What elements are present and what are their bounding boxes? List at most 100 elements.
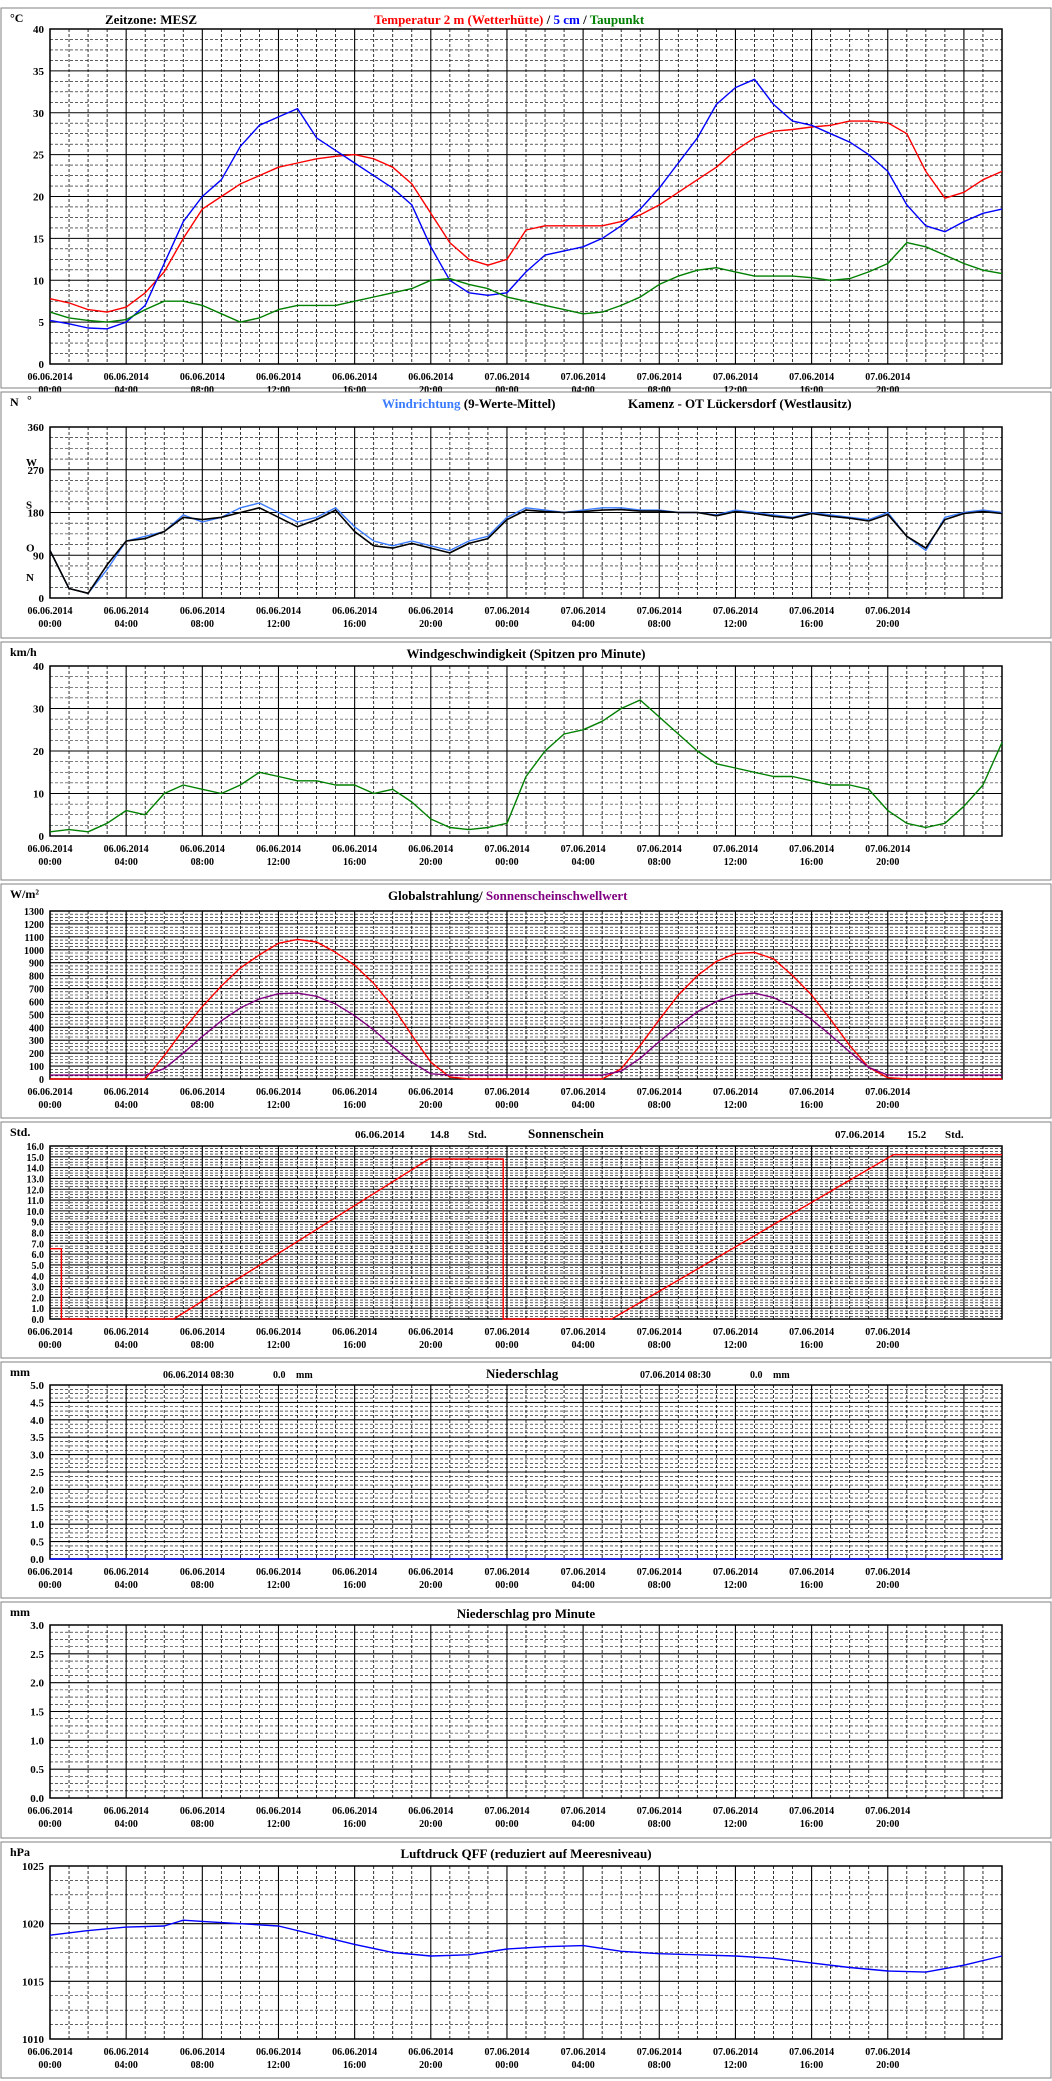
y-tick-label: 15.0 <box>27 1153 45 1164</box>
x-tick-time: 08:00 <box>191 1100 214 1111</box>
y-tick-label: 14.0 <box>27 1164 45 1175</box>
x-tick-date: 07.06.2014 <box>789 372 834 383</box>
x-tick-time: 00:00 <box>495 1580 518 1591</box>
x-tick-time: 00:00 <box>38 1819 61 1830</box>
y-tick-label: 600 <box>29 997 44 1008</box>
x-tick-date: 06.06.2014 <box>332 2047 377 2058</box>
y-tick-label: 7.0 <box>32 1239 45 1250</box>
x-tick-time: 20:00 <box>419 385 442 396</box>
unit-label: °C <box>10 11 23 25</box>
x-tick-time: 00:00 <box>495 857 518 868</box>
station-name: Kamenz - OT Lückersdorf (Westlausitz) <box>628 396 852 411</box>
y-tick-label: 4.5 <box>30 1397 44 1409</box>
y-tick-label: 1200 <box>24 920 44 931</box>
x-tick-time: 20:00 <box>419 1580 442 1591</box>
x-tick-time: 16:00 <box>800 1819 823 1830</box>
x-tick-date: 06.06.2014 <box>408 1087 453 1098</box>
x-tick-time: 04:00 <box>114 619 137 630</box>
y-tick-label: 1020 <box>22 1919 45 1931</box>
y-tick-label: 0.0 <box>30 1554 44 1566</box>
y-tick-label: 8.0 <box>32 1229 45 1240</box>
x-tick-date: 07.06.2014 <box>561 1087 606 1098</box>
x-tick-date: 06.06.2014 <box>104 1567 149 1578</box>
y-tick-label: 180 <box>28 508 45 520</box>
x-tick-date: 07.06.2014 <box>561 372 606 383</box>
grid <box>49 910 1003 1080</box>
chart-panel-temperature: 0 5 10 15 20 25 30 35 40 06.06.2014 00:00 06.06.201… <box>0 7 1052 396</box>
x-tick-date: 06.06.2014 <box>408 844 453 855</box>
y-tick-label: 40 <box>33 661 45 673</box>
series-line-wind-direction-1 <box>49 506 1003 595</box>
grid <box>49 1384 1003 1560</box>
y-tick-label: 0.5 <box>30 1764 44 1776</box>
x-tick-time: 08:00 <box>191 857 214 868</box>
x-tick-date: 07.06.2014 <box>789 844 834 855</box>
x-tick-time: 08:00 <box>648 2060 671 2071</box>
y-tick-label: 1000 <box>24 946 44 957</box>
unit-label: mm <box>10 1605 30 1619</box>
x-tick-time: 04:00 <box>571 1819 594 1830</box>
chart-title: Windrichtung (9-Werte-Mittel) <box>382 396 555 411</box>
x-tick-time: 12:00 <box>267 2060 290 2071</box>
x-tick-date: 07.06.2014 <box>637 1327 682 1338</box>
x-tick-time: 12:00 <box>267 619 290 630</box>
grid <box>49 1145 1003 1320</box>
series-line-temperature-1 <box>49 78 1003 330</box>
y-tick-label: 900 <box>29 959 44 970</box>
summary-date-1: 06.06.2014 08:30 <box>163 1370 234 1381</box>
y-tick-label: 10 <box>33 789 45 801</box>
y-tick-label: 25 <box>33 150 45 162</box>
x-tick-time: 16:00 <box>343 1100 366 1111</box>
y-tick-label: 1.0 <box>30 1519 44 1531</box>
x-tick-time: 12:00 <box>267 1340 290 1351</box>
chart-title: Luftdruck QFF (reduziert auf Meeresnivea… <box>400 1846 651 1861</box>
y-tick-label: 300 <box>29 1036 44 1047</box>
x-tick-date: 07.06.2014 <box>561 606 606 617</box>
x-tick-time: 04:00 <box>114 2060 137 2071</box>
x-tick-date: 07.06.2014 <box>865 844 910 855</box>
x-tick-time: 04:00 <box>114 1580 137 1591</box>
y-tick-label: 1010 <box>22 2034 45 2046</box>
y-tick-label: 400 <box>29 1023 44 1034</box>
y-tick-label: 0.0 <box>32 1315 45 1326</box>
x-tick-date: 07.06.2014 <box>637 1806 682 1817</box>
x-tick-time: 20:00 <box>419 1100 442 1111</box>
x-tick-time: 04:00 <box>571 385 594 396</box>
x-tick-time: 04:00 <box>571 2060 594 2071</box>
grid <box>49 1624 1003 1799</box>
compass-label: S <box>26 500 32 512</box>
x-tick-date: 06.06.2014 <box>256 372 301 383</box>
y-tick-label: 10.0 <box>27 1207 45 1218</box>
compass-label: N <box>26 572 34 584</box>
x-tick-date: 07.06.2014 <box>637 2047 682 2058</box>
y-tick-label: 5.0 <box>32 1261 45 1272</box>
series-line-wind-speed-0 <box>49 699 1003 833</box>
y-tick-label: 20 <box>33 746 45 758</box>
x-tick-date: 06.06.2014 <box>256 1567 301 1578</box>
x-tick-date: 06.06.2014 <box>104 2047 149 2058</box>
y-tick-label: 100 <box>29 1062 44 1073</box>
y-tick-label: 0 <box>39 359 45 371</box>
x-tick-date: 07.06.2014 <box>637 372 682 383</box>
summary-unit-2: Std. <box>945 1129 964 1141</box>
chart-title: Temperatur 2 m (Wetterhütte) / 5 cm / Ta… <box>374 12 645 27</box>
x-tick-date: 06.06.2014 <box>104 1806 149 1817</box>
x-tick-date: 07.06.2014 <box>789 1327 834 1338</box>
x-tick-time: 04:00 <box>114 857 137 868</box>
x-tick-date: 06.06.2014 <box>28 372 73 383</box>
y-tick-label: 4.0 <box>30 1415 44 1427</box>
x-tick-time: 20:00 <box>876 619 899 630</box>
x-tick-time: 12:00 <box>267 1580 290 1591</box>
x-tick-date: 06.06.2014 <box>408 372 453 383</box>
x-tick-time: 12:00 <box>724 619 747 630</box>
y-tick-label: 200 <box>29 1049 44 1060</box>
x-tick-date: 06.06.2014 <box>28 1087 73 1098</box>
x-tick-time: 04:00 <box>114 1340 137 1351</box>
y-tick-label: 4.0 <box>32 1272 45 1283</box>
x-tick-date: 07.06.2014 <box>789 1087 834 1098</box>
unit-label: km/h <box>10 645 37 659</box>
y-tick-label: 35 <box>33 66 45 78</box>
x-tick-time: 16:00 <box>800 1580 823 1591</box>
x-tick-date: 07.06.2014 <box>484 1567 529 1578</box>
